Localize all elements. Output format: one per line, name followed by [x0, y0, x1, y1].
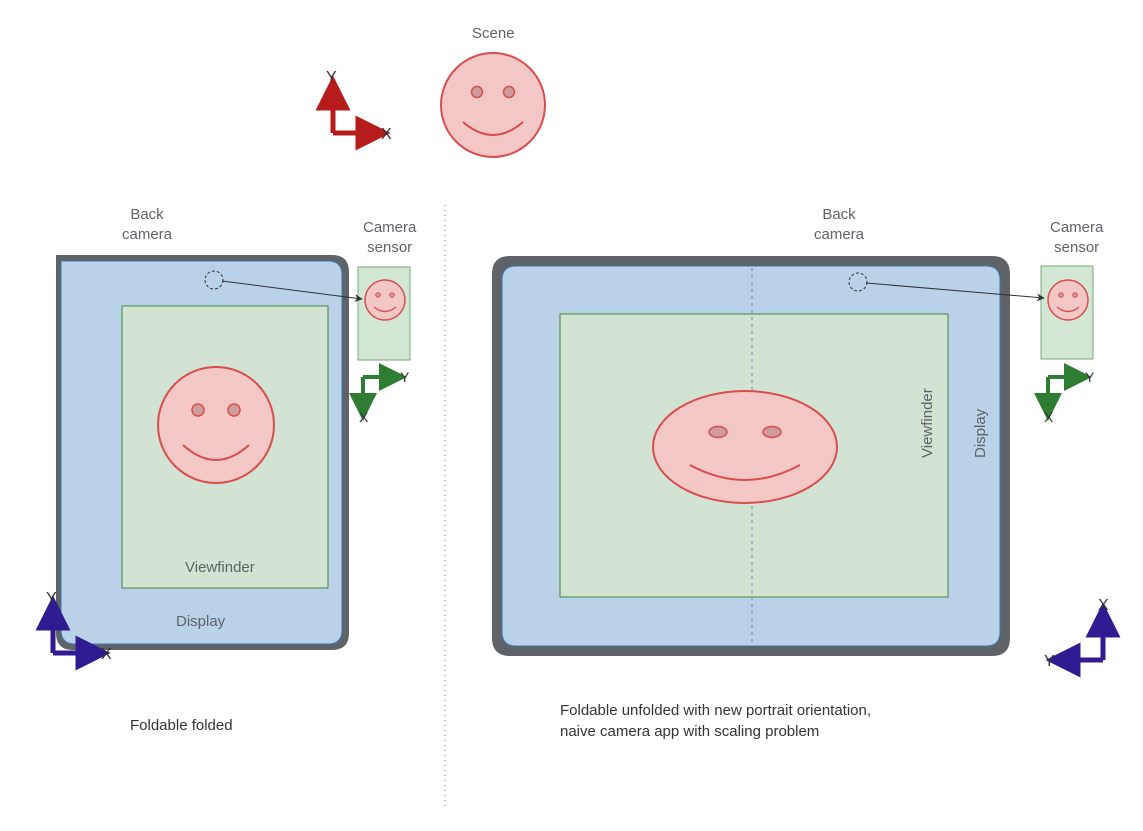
- right-display-axis-x: X: [1098, 597, 1109, 614]
- left-back-camera-label: Back camera: [122, 205, 172, 244]
- left-sensor-axis-y: Y: [400, 369, 410, 385]
- left-caption: Foldable folded: [130, 715, 233, 736]
- right-caption: Foldable unfolded with new portrait orie…: [560, 700, 890, 742]
- right-display-label: Display: [972, 408, 989, 458]
- scene-axis-x: X: [381, 126, 392, 143]
- left-display-axis-y: Y: [46, 590, 57, 607]
- right-sensor-axis-y: Y: [1085, 369, 1095, 385]
- right-back-camera-label: Back camera: [814, 205, 864, 244]
- scene-axis: Y X: [326, 69, 392, 143]
- right-sensor-axis-x: X: [1044, 409, 1054, 425]
- left-sensor-axis-x: X: [359, 409, 369, 425]
- right-camera-sensor-label: Camera sensor: [1050, 218, 1103, 257]
- right-display-axis: X Y: [1044, 597, 1109, 670]
- left-viewfinder-label: Viewfinder: [185, 558, 255, 578]
- left-camera-sensor-label: Camera sensor: [363, 218, 416, 257]
- scene-face: [441, 53, 545, 157]
- left-display-axis-x: X: [101, 646, 112, 663]
- left-display-label: Display: [176, 612, 225, 632]
- scene-label: Scene: [472, 24, 515, 44]
- right-device: Viewfinder Display: [492, 256, 1010, 656]
- left-device: [56, 255, 349, 650]
- right-display-axis-y: Y: [1044, 653, 1055, 670]
- right-viewfinder-label: Viewfinder: [919, 388, 936, 458]
- scene-axis-y: Y: [326, 69, 337, 86]
